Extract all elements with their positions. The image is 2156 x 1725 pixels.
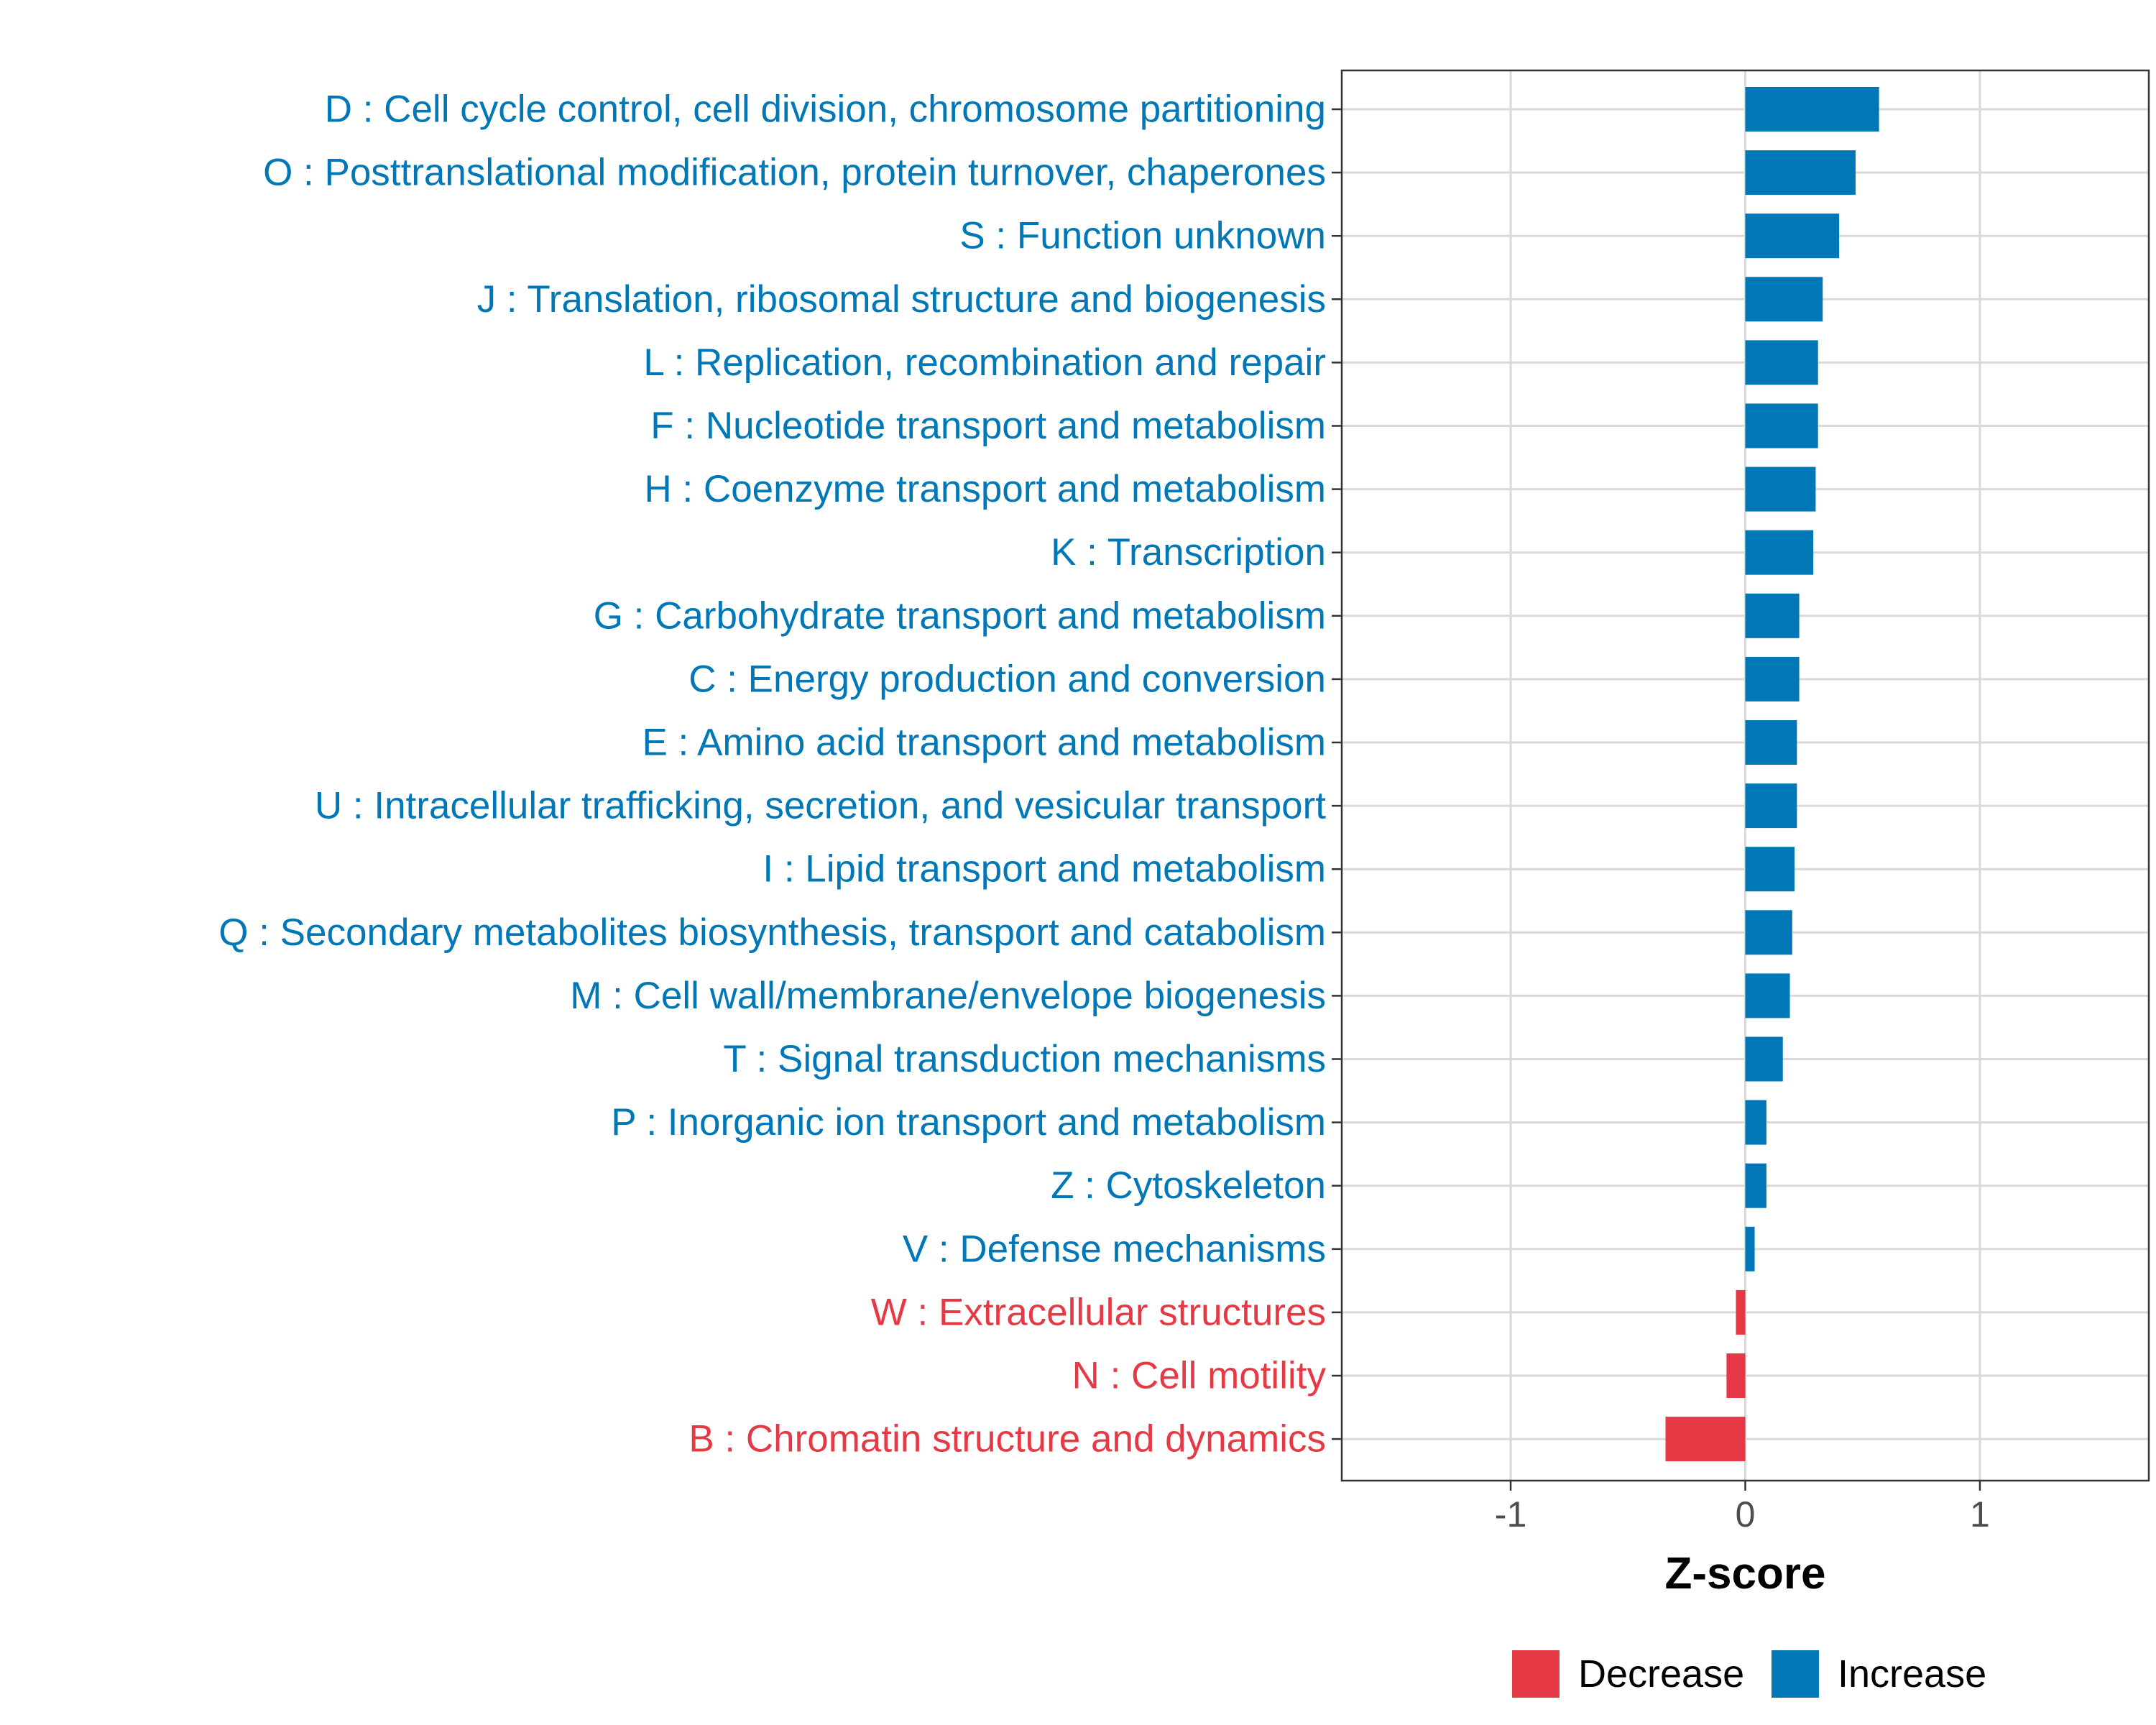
bar — [1745, 340, 1818, 385]
category-label: D : Cell cycle control, cell division, c… — [325, 88, 1326, 131]
category-label: S : Function unknown — [959, 215, 1326, 257]
bar-layer — [1665, 87, 1879, 1462]
x-tick-label: -1 — [1495, 1494, 1526, 1535]
bar — [1745, 783, 1797, 829]
legend: Decrease Increase — [1512, 1650, 1986, 1698]
category-label: T : Signal transduction mechanisms — [723, 1038, 1326, 1080]
category-label: I : Lipid transport and metabolism — [763, 848, 1326, 891]
bar — [1745, 150, 1856, 196]
bar — [1745, 973, 1790, 1018]
bar — [1745, 466, 1816, 512]
bar — [1736, 1289, 1746, 1335]
category-label: W : Extracellular structures — [871, 1291, 1326, 1333]
x-axis-title: Z-score — [1665, 1549, 1826, 1598]
category-label: O : Posttranslational modification, prot… — [263, 152, 1326, 194]
category-label: C : Energy production and conversion — [688, 658, 1326, 700]
bar — [1745, 213, 1840, 259]
bar — [1745, 847, 1795, 892]
bar — [1745, 593, 1800, 638]
x-tick-label: 0 — [1736, 1494, 1756, 1535]
x-tick-label: 1 — [1970, 1494, 1990, 1535]
bar — [1745, 1036, 1783, 1082]
category-label: M : Cell wall/membrane/envelope biogenes… — [570, 975, 1326, 1017]
x-tick-layer: -1 0 1 — [1495, 1481, 1990, 1535]
bar — [1745, 720, 1797, 765]
category-label: H : Coenzyme transport and metabolism — [644, 468, 1326, 510]
bar — [1745, 1163, 1766, 1208]
category-label: J : Translation, ribosomal structure and… — [477, 278, 1326, 321]
y-tick-layer — [1332, 108, 1342, 1440]
bar — [1745, 277, 1823, 322]
category-label: B : Chromatin structure and dynamics — [688, 1418, 1326, 1460]
bar — [1745, 910, 1792, 955]
category-label: V : Defense mechanisms — [903, 1228, 1326, 1270]
category-label: K : Transcription — [1051, 531, 1326, 574]
bar — [1665, 1417, 1746, 1462]
legend-label-increase: Increase — [1838, 1652, 1986, 1696]
category-label: U : Intracellular trafficking, secretion… — [315, 785, 1326, 827]
category-label: G : Carbohydrate transport and metabolis… — [594, 594, 1326, 637]
category-label-layer: D : Cell cycle control, cell division, c… — [218, 88, 1326, 1460]
bar — [1745, 403, 1818, 448]
category-label: N : Cell motility — [1072, 1355, 1327, 1397]
bar — [1745, 530, 1814, 575]
bar — [1726, 1353, 1746, 1398]
legend-label-decrease: Decrease — [1578, 1652, 1744, 1696]
legend-swatch-increase — [1772, 1650, 1819, 1698]
bar — [1745, 656, 1800, 702]
category-label: F : Nucleotide transport and metabolism — [650, 405, 1326, 447]
category-label: E : Amino acid transport and metabolism — [642, 722, 1326, 764]
category-label: Z : Cytoskeleton — [1051, 1164, 1326, 1207]
category-label: Q : Secondary metabolites biosynthesis, … — [218, 911, 1326, 954]
bar — [1745, 1226, 1755, 1271]
category-label: P : Inorganic ion transport and metaboli… — [611, 1101, 1326, 1144]
bar — [1745, 1100, 1766, 1145]
category-label: L : Replication, recombination and repai… — [643, 341, 1326, 384]
legend-swatch-decrease — [1512, 1650, 1560, 1698]
bar — [1745, 87, 1879, 132]
